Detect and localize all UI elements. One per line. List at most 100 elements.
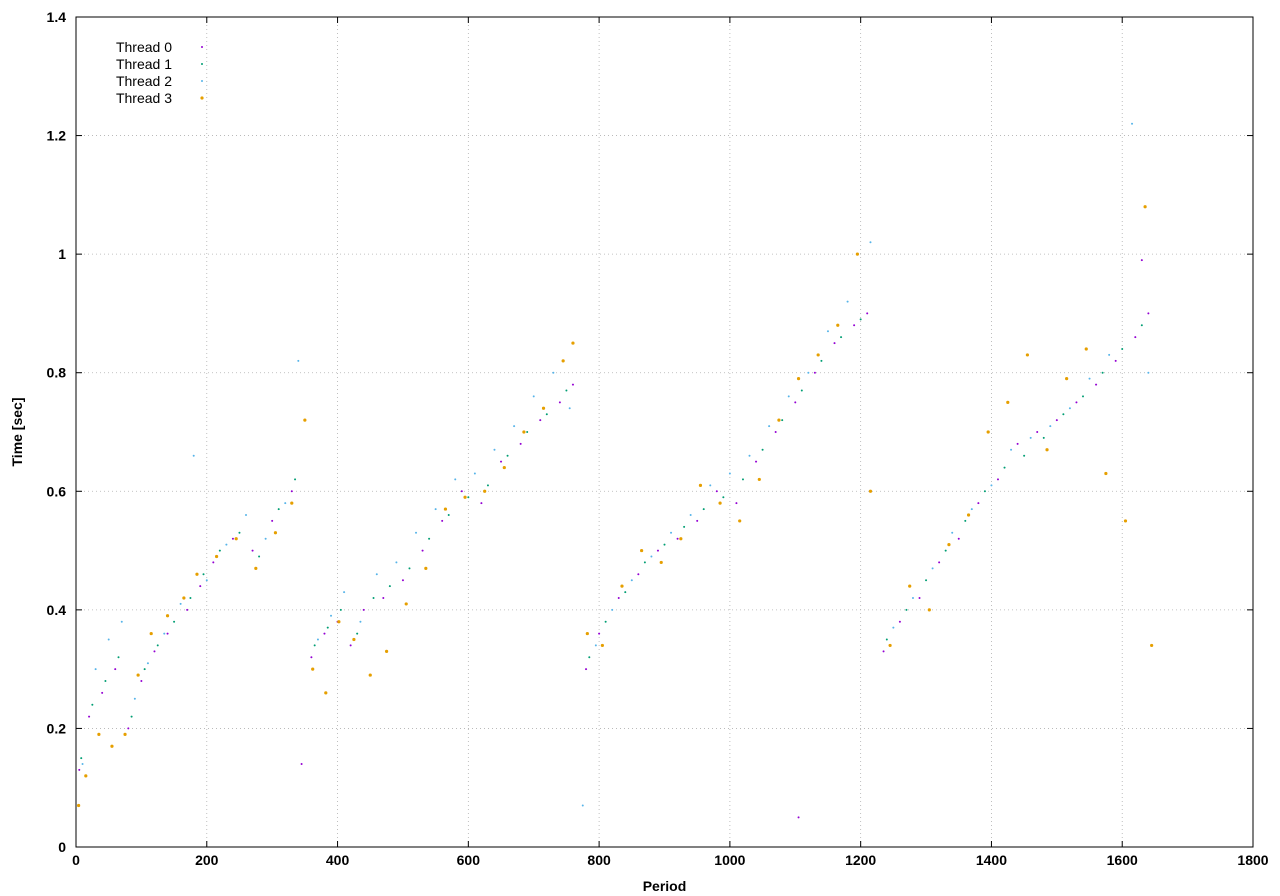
data-point — [964, 519, 967, 522]
data-point — [698, 483, 703, 487]
data-point — [1095, 383, 1098, 386]
data-point — [382, 597, 385, 599]
data-point — [1121, 348, 1124, 350]
data-point — [670, 531, 673, 534]
legend-label: Thread 0 — [116, 39, 172, 55]
x-tick-label: 800 — [587, 852, 611, 868]
data-point — [1140, 324, 1143, 327]
data-point — [258, 555, 261, 558]
data-point — [859, 318, 862, 321]
data-point — [238, 531, 241, 534]
data-point — [522, 430, 526, 434]
data-point — [434, 508, 437, 511]
data-point — [284, 502, 287, 505]
data-point — [996, 478, 999, 481]
data-point — [326, 626, 329, 629]
data-point — [130, 715, 133, 718]
x-tick-label: 400 — [326, 852, 350, 868]
data-point — [179, 602, 182, 605]
data-point — [676, 537, 679, 540]
axis-ticks: 0 200 400 600 800 1000 1200 1400 1600 1800 0 0.2 0.4… — [47, 9, 1269, 868]
data-point — [143, 668, 146, 671]
data-point — [136, 673, 140, 677]
x-tick-label: 200 — [195, 852, 219, 868]
x-tick-label: 1800 — [1237, 852, 1268, 868]
data-point — [254, 566, 258, 570]
data-point — [81, 763, 84, 765]
data-point — [441, 519, 444, 522]
data-point — [1055, 419, 1058, 422]
data-point — [869, 241, 872, 244]
data-point — [294, 478, 297, 481]
data-point — [290, 501, 294, 505]
data-point — [561, 359, 565, 363]
data-point — [218, 549, 221, 552]
data-point — [585, 668, 588, 671]
data-point — [568, 407, 571, 410]
data-point — [428, 537, 431, 540]
x-tick-label: 0 — [72, 852, 80, 868]
data-point — [620, 584, 624, 588]
data-point — [600, 643, 604, 648]
data-point — [1075, 401, 1078, 404]
data-point — [163, 632, 166, 635]
data-point — [1104, 471, 1108, 476]
data-point — [807, 371, 810, 374]
data-point — [310, 656, 313, 659]
data-point — [349, 644, 352, 647]
data-point — [541, 406, 546, 410]
data-point — [401, 579, 404, 582]
data-point — [1131, 122, 1134, 125]
data-point — [1010, 448, 1013, 451]
data-point — [588, 656, 591, 659]
data-point — [460, 490, 463, 493]
data-point — [513, 425, 516, 428]
data-point — [927, 608, 931, 612]
data-point — [836, 323, 840, 327]
y-tick-label: 1 — [58, 246, 66, 262]
data-point — [94, 668, 97, 671]
data-point — [202, 573, 205, 576]
data-point — [153, 650, 156, 653]
data-point — [1143, 205, 1147, 209]
data-point — [1016, 442, 1019, 445]
legend-marker — [200, 96, 204, 100]
data-point — [1062, 413, 1065, 416]
data-point — [637, 573, 640, 576]
data-point — [133, 697, 136, 700]
data-point — [91, 703, 94, 706]
data-point — [463, 495, 467, 499]
data-point — [552, 371, 555, 374]
data-point — [611, 608, 614, 611]
data-point — [297, 359, 300, 362]
data-point — [77, 803, 81, 808]
data-point — [526, 431, 529, 433]
data-point — [781, 419, 784, 422]
data-point — [868, 489, 873, 493]
data-point — [205, 579, 208, 582]
data-point — [372, 597, 375, 599]
data-point — [715, 490, 718, 493]
data-point — [813, 371, 816, 374]
data-point — [149, 631, 153, 636]
data-point — [643, 561, 646, 564]
data-point — [1006, 400, 1010, 404]
data-point — [88, 715, 91, 718]
data-point — [384, 649, 389, 653]
data-point — [454, 478, 457, 481]
data-point — [800, 389, 803, 392]
data-point — [925, 579, 928, 582]
grid-lines — [76, 17, 1253, 847]
data-point — [234, 537, 238, 541]
data-point — [794, 401, 797, 404]
data-point — [1134, 336, 1137, 339]
data-point — [663, 543, 666, 546]
data-point — [195, 572, 199, 576]
data-point — [84, 774, 88, 778]
data-point — [855, 252, 859, 256]
data-point — [343, 591, 346, 594]
legend-label: Thread 3 — [116, 90, 172, 106]
data-point — [735, 502, 738, 505]
legend-marker — [201, 80, 203, 82]
data-point — [888, 643, 892, 648]
